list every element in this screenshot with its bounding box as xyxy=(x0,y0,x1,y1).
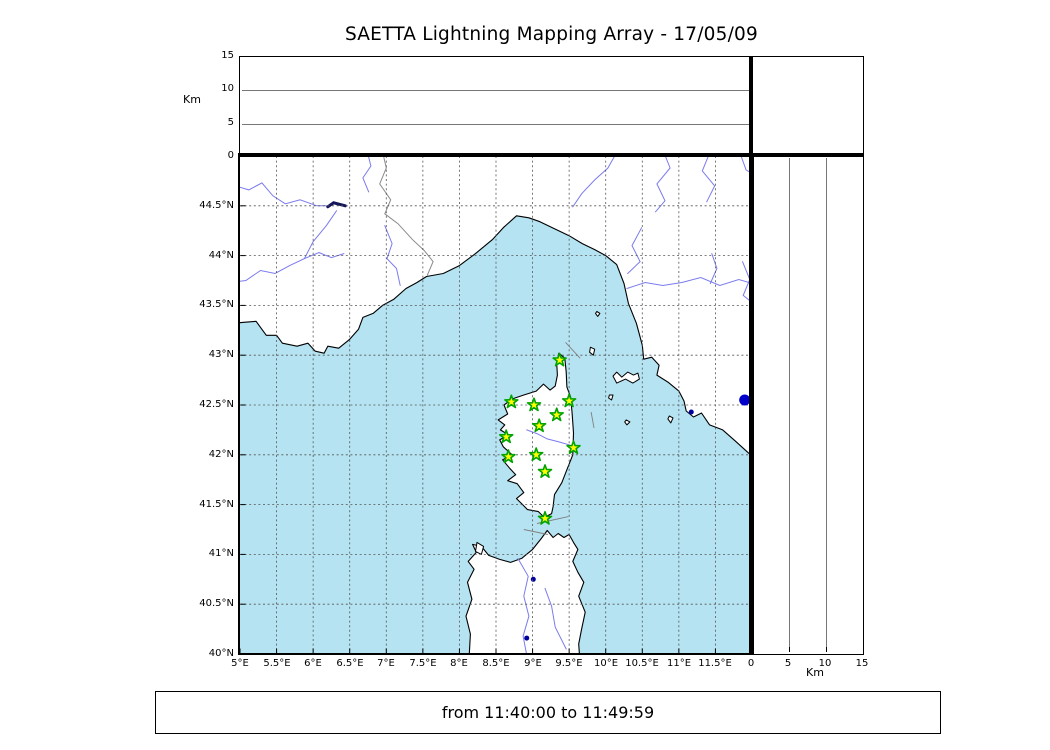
altitude-gridline xyxy=(789,158,790,652)
island-coastline xyxy=(595,310,601,317)
river-line xyxy=(627,227,643,274)
mainland-coastline xyxy=(240,156,752,457)
blue-station-marker xyxy=(739,394,751,406)
station-star-marker xyxy=(501,449,516,464)
lon-tick-label: 5°E xyxy=(231,658,249,669)
lon-tick-label: 6.5°E xyxy=(336,658,364,669)
altitude-axis-unit-label-bottom: Km xyxy=(806,666,824,679)
lon-tick-label: 7°E xyxy=(377,658,395,669)
lon-tick-label: 7.5°E xyxy=(409,658,437,669)
station-star-marker xyxy=(566,440,581,455)
lake xyxy=(524,635,530,641)
altitude-tick-label-bottom: 15 xyxy=(855,658,869,669)
river-line xyxy=(701,156,716,203)
lat-tick-label: 41.5°N xyxy=(199,499,234,510)
altitude-tick-label-bottom: 0 xyxy=(747,658,755,669)
panel-divider-vertical xyxy=(749,56,753,655)
altitude-tick-label-left: 15 xyxy=(221,50,234,61)
lon-tick-label: 9.5°E xyxy=(555,658,583,669)
altitude-tick-label-left: 0 xyxy=(227,150,234,161)
river-line xyxy=(655,156,671,213)
lake xyxy=(530,576,536,582)
time-range-box: from 11:40:00 to 11:49:59 xyxy=(155,691,941,734)
lat-tick-label: 42.5°N xyxy=(199,399,234,410)
lat-tick-label: 43.5°N xyxy=(199,299,234,310)
sea-boundary-line xyxy=(590,411,595,428)
panel-divider-horizontal xyxy=(238,152,864,157)
figure-title: SAETTA Lightning Mapping Array - 17/05/0… xyxy=(344,24,758,45)
station-star-marker xyxy=(561,393,577,408)
lat-tick-label: 44.5°N xyxy=(199,200,234,211)
river-line xyxy=(740,156,752,175)
river-line xyxy=(626,276,752,289)
river-line xyxy=(544,587,567,650)
lon-tick-label: 11°E xyxy=(666,658,692,669)
altitude-axis-unit-label: Km xyxy=(183,93,201,106)
lon-tick-label: 8.5°E xyxy=(482,658,510,669)
river-line xyxy=(240,210,337,282)
altitude-gridline xyxy=(242,124,750,125)
lat-tick-label: 43°N xyxy=(208,349,234,360)
country-border-line xyxy=(379,156,434,276)
station-star-marker xyxy=(504,394,519,409)
altitude-panel-right xyxy=(749,155,864,655)
lon-tick-label: 8°E xyxy=(450,658,468,669)
altitude-tick xyxy=(826,647,827,652)
station-star-marker xyxy=(529,447,544,462)
island-coastline xyxy=(475,541,485,555)
island-coastline xyxy=(589,346,596,356)
time-range-text: from 11:40:00 to 11:49:59 xyxy=(441,703,655,722)
lon-tick-label: 6°E xyxy=(304,658,322,669)
lake xyxy=(326,201,347,209)
station-star-marker xyxy=(537,510,553,525)
station-star-marker xyxy=(537,464,553,478)
river-line xyxy=(709,253,718,284)
altitude-tick-label-bottom: 10 xyxy=(818,658,832,669)
island-coastline xyxy=(608,394,614,401)
altitude-tick-label-left: 5 xyxy=(227,117,234,128)
island-coastline xyxy=(612,371,640,384)
station-star-marker xyxy=(499,429,514,444)
lon-tick-label: 10.5°E xyxy=(625,658,659,669)
altitude-gridline xyxy=(826,158,827,652)
histogram-panel xyxy=(749,56,864,157)
lake xyxy=(688,409,694,415)
altitude-tick-label-left: 10 xyxy=(221,83,234,94)
river-line xyxy=(572,156,616,208)
altitude-gridline xyxy=(242,90,750,91)
river-line xyxy=(517,557,530,654)
river-line xyxy=(240,182,330,207)
lon-tick-label: 10°E xyxy=(593,658,619,669)
altitude-panel-top xyxy=(239,56,753,157)
river-line xyxy=(384,225,401,286)
station-star-marker xyxy=(549,407,564,422)
sea-boundary-line xyxy=(523,529,548,535)
station-star-marker xyxy=(526,397,542,412)
river-line xyxy=(362,156,372,193)
lon-tick-label: 9°E xyxy=(524,658,542,669)
lon-tick-label: 5.5°E xyxy=(263,658,291,669)
lon-tick-label: 11.5°E xyxy=(698,658,732,669)
station-star-marker xyxy=(552,352,567,367)
altitude-tick xyxy=(789,647,790,652)
island-coastline xyxy=(624,419,631,426)
lat-tick-label: 40°N xyxy=(208,648,234,659)
lat-tick-label: 40.5°N xyxy=(199,598,234,609)
station-star-marker xyxy=(531,418,547,433)
altitude-tick-label-bottom: 5 xyxy=(784,658,792,669)
map-panel xyxy=(240,156,752,654)
lat-tick-label: 41°N xyxy=(208,548,234,559)
lat-tick-label: 44°N xyxy=(208,250,234,261)
lat-tick-label: 42°N xyxy=(208,449,234,460)
island-coastline xyxy=(667,415,674,424)
sea-boundary-line xyxy=(565,341,581,359)
